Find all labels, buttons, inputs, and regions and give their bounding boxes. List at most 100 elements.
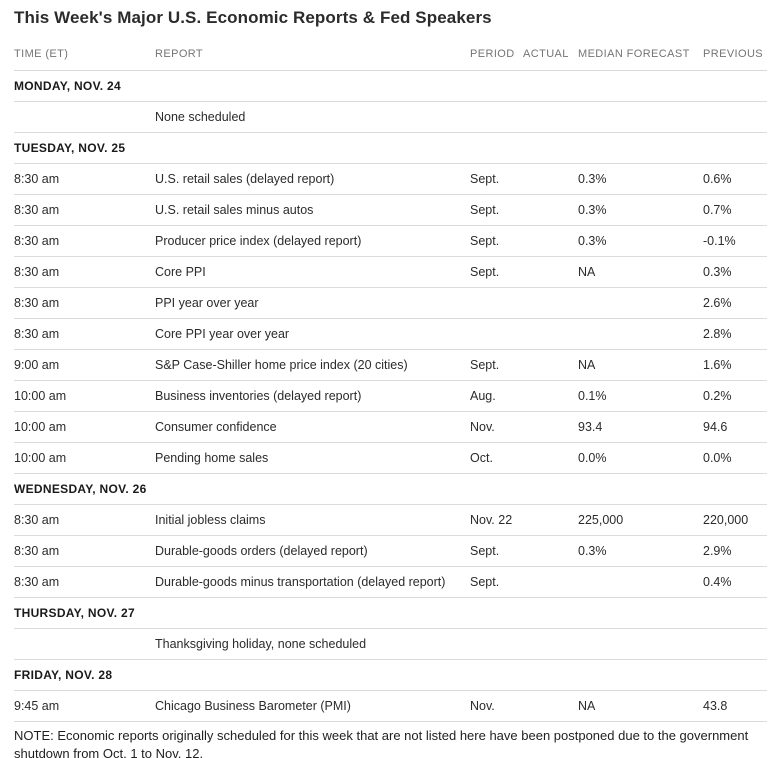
forecast-cell: 0.0% bbox=[578, 442, 703, 474]
report-cell: U.S. retail sales minus autos bbox=[155, 194, 470, 226]
report-cell: Durable-goods minus transportation (dela… bbox=[155, 566, 470, 598]
period-cell: Sept. bbox=[470, 225, 523, 257]
forecast-cell: 225,000 bbox=[578, 504, 703, 536]
column-header-time: TIME (ET) bbox=[14, 42, 155, 71]
period-cell: Sept. bbox=[470, 194, 523, 226]
column-header-report: REPORT bbox=[155, 42, 470, 71]
previous-cell: 0.3% bbox=[703, 256, 767, 288]
time-cell: 9:00 am bbox=[14, 349, 155, 381]
time-cell: 8:30 am bbox=[14, 256, 155, 288]
forecast-cell: 93.4 bbox=[578, 411, 703, 443]
info-cell: None scheduled bbox=[155, 101, 767, 133]
period-cell: Nov. bbox=[470, 690, 523, 722]
economic-reports-table: TIME (ET) REPORT PERIOD ACTUAL MEDIAN FO… bbox=[14, 42, 767, 722]
column-header-previous: PREVIOUS bbox=[703, 42, 767, 71]
report-row: 8:30 am Durable-goods minus transportatio… bbox=[14, 566, 767, 598]
previous-cell: 0.7% bbox=[703, 194, 767, 226]
previous-cell: 94.6 bbox=[703, 411, 767, 443]
time-cell: 9:45 am bbox=[14, 690, 155, 722]
day-header-row: WEDNESDAY, NOV. 26 bbox=[14, 473, 767, 505]
forecast-cell bbox=[578, 287, 703, 319]
day-label: WEDNESDAY, NOV. 26 bbox=[14, 473, 767, 505]
period-cell: Nov. 22 bbox=[470, 504, 523, 536]
period-cell bbox=[470, 287, 523, 319]
period-cell: Sept. bbox=[470, 256, 523, 288]
actual-cell bbox=[523, 287, 578, 319]
report-cell: S&P Case-Shiller home price index (20 ci… bbox=[155, 349, 470, 381]
forecast-cell: NA bbox=[578, 690, 703, 722]
report-row: 8:30 am U.S. retail sales (delayed report… bbox=[14, 163, 767, 195]
time-cell: 8:30 am bbox=[14, 287, 155, 319]
info-row: None scheduled bbox=[14, 101, 767, 133]
actual-cell bbox=[523, 163, 578, 195]
table-body: MONDAY, NOV. 24 None scheduled TUESDAY, NO… bbox=[14, 70, 767, 722]
report-cell: Consumer confidence bbox=[155, 411, 470, 443]
actual-cell bbox=[523, 504, 578, 536]
actual-cell bbox=[523, 690, 578, 722]
report-cell: Chicago Business Barometer (PMI) bbox=[155, 690, 470, 722]
info-cell: Thanksgiving holiday, none scheduled bbox=[155, 628, 767, 660]
report-cell: Business inventories (delayed report) bbox=[155, 380, 470, 412]
report-cell: Durable-goods orders (delayed report) bbox=[155, 535, 470, 567]
forecast-cell: 0.3% bbox=[578, 225, 703, 257]
day-label: MONDAY, NOV. 24 bbox=[14, 70, 767, 102]
previous-cell: 2.6% bbox=[703, 287, 767, 319]
column-header-actual: ACTUAL bbox=[523, 42, 578, 71]
report-row: 10:00 am Pending home sales Oct. 0.0% 0.0% bbox=[14, 442, 767, 474]
actual-cell bbox=[523, 318, 578, 350]
day-header-row: MONDAY, NOV. 24 bbox=[14, 70, 767, 102]
report-row: 8:30 am Initial jobless claims Nov. 22 225,… bbox=[14, 504, 767, 536]
time-cell: 8:30 am bbox=[14, 504, 155, 536]
time-cell: 8:30 am bbox=[14, 566, 155, 598]
actual-cell bbox=[523, 256, 578, 288]
actual-cell bbox=[523, 442, 578, 474]
report-cell: PPI year over year bbox=[155, 287, 470, 319]
forecast-cell: 0.1% bbox=[578, 380, 703, 412]
forecast-cell bbox=[578, 566, 703, 598]
period-cell: Sept. bbox=[470, 566, 523, 598]
time-cell: 10:00 am bbox=[14, 380, 155, 412]
actual-cell bbox=[523, 535, 578, 567]
time-cell: 8:30 am bbox=[14, 194, 155, 226]
forecast-cell: 0.3% bbox=[578, 535, 703, 567]
period-cell: Sept. bbox=[470, 349, 523, 381]
report-row: 8:30 am Core PPI year over year 2.8% bbox=[14, 318, 767, 350]
report-row: 10:00 am Business inventories (delayed re… bbox=[14, 380, 767, 412]
report-row: 8:30 am U.S. retail sales minus autos Sept… bbox=[14, 194, 767, 226]
report-row: 10:00 am Consumer confidence Nov. 93.4 94.6 bbox=[14, 411, 767, 443]
previous-cell: 43.8 bbox=[703, 690, 767, 722]
forecast-cell: NA bbox=[578, 256, 703, 288]
actual-cell bbox=[523, 349, 578, 381]
time-cell: 10:00 am bbox=[14, 411, 155, 443]
column-header-forecast: MEDIAN FORECAST bbox=[578, 42, 703, 71]
page-title: This Week's Major U.S. Economic Reports … bbox=[14, 8, 492, 27]
report-cell: Pending home sales bbox=[155, 442, 470, 474]
period-cell: Sept. bbox=[470, 535, 523, 567]
report-row: 8:30 am PPI year over year 2.6% bbox=[14, 287, 767, 319]
previous-cell: 0.4% bbox=[703, 566, 767, 598]
actual-cell bbox=[523, 566, 578, 598]
previous-cell: -0.1% bbox=[703, 225, 767, 257]
period-cell: Sept. bbox=[470, 163, 523, 195]
report-cell: U.S. retail sales (delayed report) bbox=[155, 163, 470, 195]
table-footnote: NOTE: Economic reports originally schedu… bbox=[14, 728, 749, 758]
previous-cell: 0.0% bbox=[703, 442, 767, 474]
forecast-cell: 0.3% bbox=[578, 194, 703, 226]
report-cell: Core PPI bbox=[155, 256, 470, 288]
period-cell: Oct. bbox=[470, 442, 523, 474]
actual-cell bbox=[523, 411, 578, 443]
previous-cell: 220,000 bbox=[703, 504, 767, 536]
forecast-cell: NA bbox=[578, 349, 703, 381]
time-cell bbox=[14, 628, 155, 660]
period-cell bbox=[470, 318, 523, 350]
actual-cell bbox=[523, 380, 578, 412]
day-label: FRIDAY, NOV. 28 bbox=[14, 659, 767, 691]
report-row: 8:30 am Durable-goods orders (delayed rep… bbox=[14, 535, 767, 567]
time-cell: 8:30 am bbox=[14, 535, 155, 567]
actual-cell bbox=[523, 225, 578, 257]
time-cell bbox=[14, 101, 155, 133]
time-cell: 8:30 am bbox=[14, 318, 155, 350]
report-row: 9:45 am Chicago Business Barometer (PMI) N… bbox=[14, 690, 767, 722]
previous-cell: 0.6% bbox=[703, 163, 767, 195]
